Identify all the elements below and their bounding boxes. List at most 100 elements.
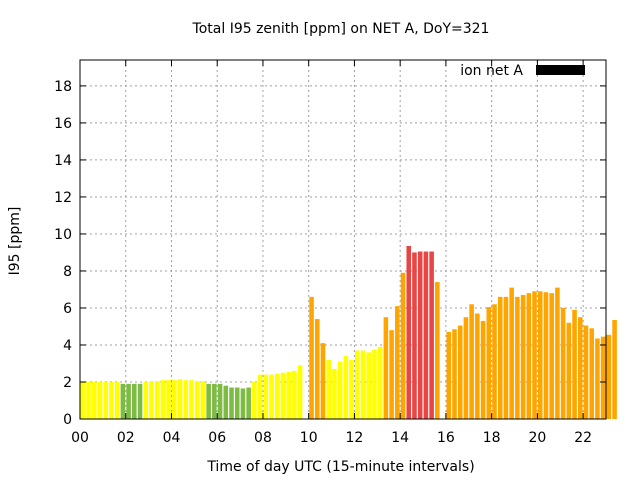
legend-swatch <box>536 65 585 75</box>
y-tick-label: 8 <box>63 264 72 280</box>
bar <box>429 251 434 419</box>
y-tick-label: 16 <box>54 116 72 132</box>
bar <box>480 320 486 419</box>
bar <box>486 307 492 419</box>
bar <box>366 352 372 419</box>
x-tick-label: 02 <box>117 430 135 446</box>
x-tick-label: 06 <box>208 430 226 446</box>
bar <box>526 293 532 419</box>
bar <box>120 383 126 419</box>
ticks <box>79 60 606 420</box>
x-tick-label: 08 <box>254 430 272 446</box>
plot-frame <box>79 59 607 420</box>
bar <box>509 287 514 419</box>
bar <box>103 381 109 419</box>
bar <box>143 381 149 419</box>
y-tick-label: 10 <box>54 227 72 243</box>
x-tick-label: 00 <box>71 430 89 446</box>
bar <box>423 251 429 419</box>
x-tick-label: 20 <box>528 430 546 446</box>
y-axis-label: I95 [ppm] <box>7 207 23 276</box>
x-tick-label: 14 <box>391 430 409 446</box>
bar <box>383 317 389 419</box>
bar <box>372 349 377 419</box>
x-tick-labels: 00 02 04 06 08 10 12 14 16 18 20 22 <box>71 430 592 446</box>
y-tick-label: 4 <box>63 338 72 354</box>
legend-label: ion net A <box>460 63 523 79</box>
y-tick-labels: 0 2 4 6 8 10 12 14 16 18 <box>54 79 72 428</box>
bar <box>80 381 86 419</box>
y-tick-label: 0 <box>63 412 72 428</box>
bar <box>377 346 383 419</box>
bar <box>520 295 526 419</box>
bar <box>217 383 223 419</box>
bar <box>555 287 560 419</box>
bar <box>229 387 234 419</box>
bar <box>446 332 452 419</box>
x-axis-label: Time of day UTC (15-minute intervals) <box>206 459 474 475</box>
bar <box>189 380 194 419</box>
bar <box>332 369 337 419</box>
bar <box>240 388 246 419</box>
y-tick-label: 6 <box>63 301 72 317</box>
bar <box>309 296 314 419</box>
bar <box>166 380 171 419</box>
bar <box>286 371 291 419</box>
bar <box>274 373 280 419</box>
bar <box>280 372 286 419</box>
bar <box>515 296 520 419</box>
bar <box>583 325 589 419</box>
bar <box>577 317 583 419</box>
bar <box>269 374 274 419</box>
bar <box>126 383 131 419</box>
bar <box>234 387 240 419</box>
bar <box>400 272 406 419</box>
bar <box>612 320 617 419</box>
bar <box>206 383 211 419</box>
bar <box>149 381 154 419</box>
bar <box>417 251 423 419</box>
bar <box>589 328 594 419</box>
bar <box>435 282 440 419</box>
bar <box>177 379 183 419</box>
bar <box>263 374 269 419</box>
bar <box>595 338 600 419</box>
bar <box>532 291 537 419</box>
bar <box>406 245 412 419</box>
bar <box>252 381 257 419</box>
bars <box>80 245 617 419</box>
x-tick-label: 18 <box>483 430 501 446</box>
bar <box>389 330 394 419</box>
y-tick-label: 2 <box>63 375 72 391</box>
x-tick-label: 22 <box>574 430 592 446</box>
bar <box>412 252 417 419</box>
bar <box>457 325 463 419</box>
bar <box>337 361 343 419</box>
bar <box>292 370 297 419</box>
bar <box>463 317 469 419</box>
bar <box>257 374 263 419</box>
bar <box>600 336 606 419</box>
bar <box>194 381 200 419</box>
bar <box>355 350 360 419</box>
bar <box>492 304 497 419</box>
bar <box>349 359 354 419</box>
bar <box>469 304 474 419</box>
bar <box>360 350 366 419</box>
bar <box>343 356 349 419</box>
x-tick-label: 04 <box>163 430 181 446</box>
bar <box>475 313 480 419</box>
bar <box>549 293 554 419</box>
bar <box>543 292 549 419</box>
bar <box>452 329 457 419</box>
y-tick-label: 14 <box>54 153 72 169</box>
bar <box>114 381 120 419</box>
x-tick-label: 12 <box>346 430 364 446</box>
bar <box>320 343 326 419</box>
bar <box>537 291 543 419</box>
bar <box>497 296 503 419</box>
bar <box>606 334 612 419</box>
bar <box>566 322 572 419</box>
bar <box>560 307 566 419</box>
